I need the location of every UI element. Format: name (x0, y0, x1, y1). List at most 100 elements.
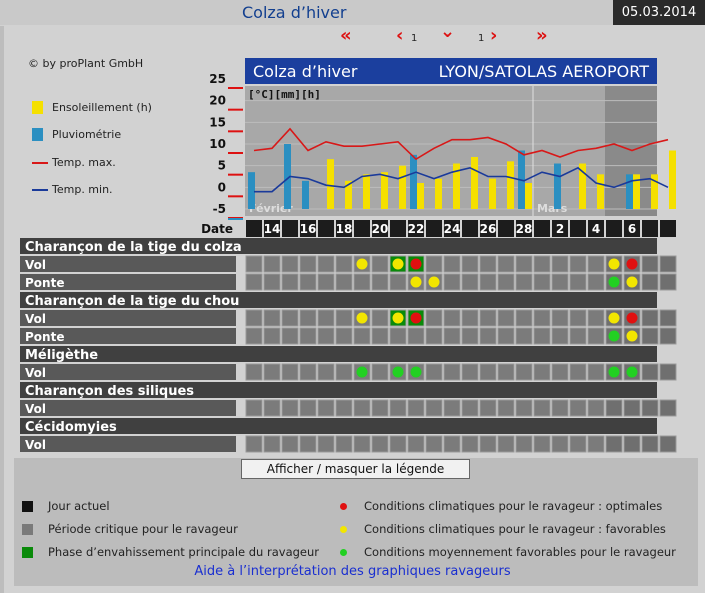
rain-bar (284, 144, 291, 209)
pest-cell (245, 327, 263, 345)
condition-dot-green (608, 276, 620, 288)
toggle-legend-button[interactable]: Afficher / masquer la légende (241, 459, 470, 479)
current-date: 05.03.2014 (613, 0, 705, 25)
pest-cell (533, 327, 551, 345)
pest-cell (407, 399, 425, 417)
pest-cell (335, 255, 353, 273)
condition-dot-yellow (392, 258, 404, 270)
pest-cell (659, 399, 677, 417)
pest-row-label-bg (20, 364, 236, 380)
sun-bar (399, 165, 406, 209)
y-tick-label: 15 (209, 115, 226, 129)
prev-page-button[interactable]: ‹ (396, 25, 404, 46)
help-link[interactable]: Aide à l’interprétation des graphiques r… (194, 564, 511, 579)
pest-cell (533, 435, 551, 453)
sun-bar (579, 163, 586, 209)
pest-name: Charançon de la tige du colza (25, 240, 242, 255)
pest-cell (281, 399, 299, 417)
x-tick-label: 22 (408, 222, 425, 236)
date-cell (462, 220, 478, 237)
date-cell (588, 220, 604, 237)
date-cell (426, 220, 442, 237)
condition-dot-red (626, 312, 638, 324)
date-cell (354, 220, 370, 237)
pest-cell (515, 255, 533, 273)
pest-cell (515, 309, 533, 327)
date-cell (444, 220, 460, 237)
pest-cell (245, 273, 263, 291)
pest-cell (479, 327, 497, 345)
pest-row-label: Ponte (25, 330, 64, 344)
pest-cell (461, 255, 479, 273)
pest-cell (515, 399, 533, 417)
pest-cell (443, 399, 461, 417)
down-button[interactable]: ⌄ (440, 21, 456, 42)
first-page-button[interactable]: « (340, 25, 352, 46)
pest-row-label-bg (20, 256, 236, 272)
date-cell (300, 220, 316, 237)
plot-background (245, 86, 657, 216)
sun-bar (489, 178, 496, 209)
pest-row-label-bg (20, 328, 236, 344)
pest-cell (371, 309, 389, 327)
pest-cell (659, 435, 677, 453)
legend-panel (14, 458, 698, 586)
tmin-line-icon (32, 189, 48, 191)
pest-cell (353, 435, 371, 453)
date-cell (534, 220, 550, 237)
last-page-button[interactable]: » (536, 25, 548, 46)
pest-cell (641, 309, 659, 327)
pest-cell (551, 435, 569, 453)
pest-header-bar (20, 346, 657, 362)
pest-cell (353, 273, 371, 291)
pest-cell (263, 399, 281, 417)
pest-cell (569, 399, 587, 417)
pest-header-bar (20, 382, 657, 398)
pest-cell (659, 363, 677, 381)
pest-cell (551, 363, 569, 381)
sun-bar (507, 161, 514, 209)
x-tick-label: 24 (444, 222, 461, 236)
condition-dot-green (410, 366, 422, 378)
pest-cell (371, 363, 389, 381)
condition-dot-yellow (428, 276, 440, 288)
sun-swatch-icon (32, 101, 43, 114)
condition-dot-yellow (626, 276, 638, 288)
tmax-line-icon (32, 162, 48, 164)
y-tick-label: 25 (209, 72, 226, 86)
pest-cell (335, 435, 353, 453)
pest-name: Cécidomyies (25, 420, 117, 435)
pest-cell (317, 273, 335, 291)
pest-cell (281, 435, 299, 453)
sun-bar (417, 183, 424, 209)
condition-dot-yellow (626, 330, 638, 342)
pest-cell (551, 273, 569, 291)
pest-cell (407, 435, 425, 453)
sun-bar (381, 172, 388, 209)
pest-cell (281, 327, 299, 345)
condition-dot-yellow (356, 258, 368, 270)
pest-cell (587, 255, 605, 273)
pest-cell (551, 255, 569, 273)
next-page-number: 1 (478, 33, 485, 44)
chart-title: Colza d’hiver (253, 62, 358, 81)
pest-cell (371, 435, 389, 453)
pest-cell (587, 399, 605, 417)
pest-cell (443, 255, 461, 273)
pest-row-label-bg (20, 310, 236, 326)
pest-cell (605, 399, 623, 417)
sun-bar (345, 180, 352, 209)
x-tick-label: 26 (480, 222, 497, 236)
pest-cell (389, 399, 407, 417)
pest-cell (443, 273, 461, 291)
condition-dot-green (626, 366, 638, 378)
pest-cell (389, 273, 407, 291)
pest-cell (245, 363, 263, 381)
condition-dot-green (392, 366, 404, 378)
row-gap (236, 256, 245, 272)
pest-cell (497, 273, 515, 291)
pest-cell (659, 309, 677, 327)
next-page-button[interactable]: › (490, 25, 498, 46)
month-label: Mars (537, 202, 568, 215)
copyright: © by proPlant GmbH (28, 57, 144, 70)
